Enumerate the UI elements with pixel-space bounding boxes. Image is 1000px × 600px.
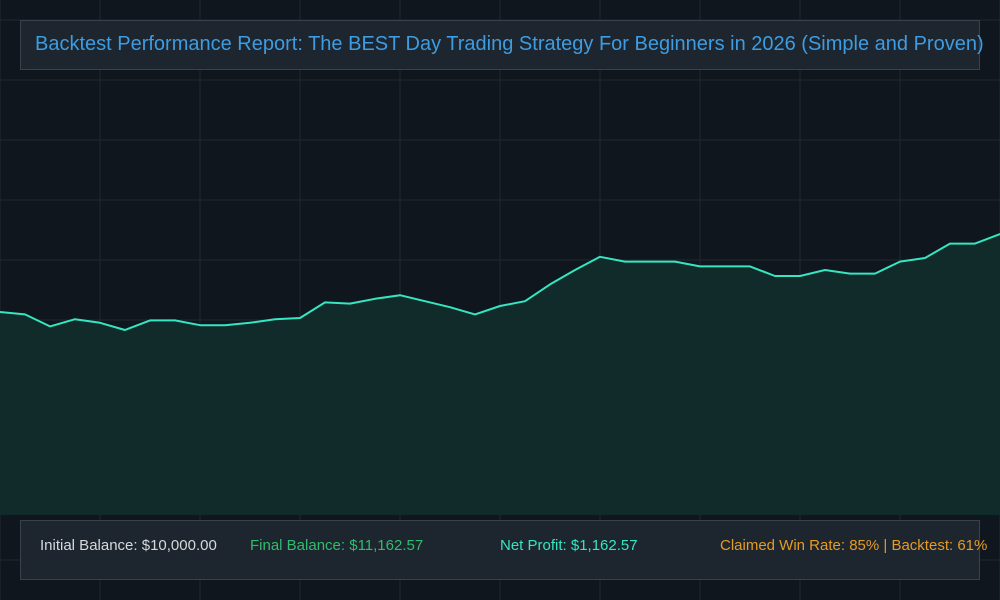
equity-point [274,318,276,321]
equity-point [374,298,376,300]
equity-point [474,313,476,316]
equity-point [99,322,101,324]
equity-point [924,257,926,259]
equity-point [899,260,901,263]
equity-point [249,322,251,324]
equity-point [674,260,676,263]
equity-point [974,242,976,245]
equity-point [599,255,601,258]
equity-point [149,319,151,322]
equity-area-group [0,234,1000,515]
initial-balance-stat: Initial Balance: $10,000.00 [40,537,217,554]
equity-point [799,275,801,277]
equity-point [724,265,726,268]
equity-area [0,234,1000,515]
equity-point [324,301,326,304]
equity-point [649,260,651,263]
equity-point [399,294,401,297]
equity-point [499,305,501,307]
equity-point [349,302,351,305]
stats-panel: Initial Balance: $10,000.00 Final Balanc… [20,520,987,580]
equity-point [574,269,576,271]
equity-point [824,269,826,271]
equity-line-group [0,233,1000,331]
equity-point [949,242,951,245]
win-rate-stat: Claimed Win Rate: 85% | Backtest: 61% [720,537,988,554]
equity-point [624,260,626,263]
equity-point [74,318,76,321]
equity-point [299,317,301,319]
equity-point [124,329,126,331]
equity-point [449,306,451,309]
net-profit-stat: Net Profit: $1,162.57 [500,537,638,554]
equity-point [0,311,1,313]
title-panel: Backtest Performance Report: The BEST Da… [20,20,984,70]
equity-point [49,325,51,328]
equity-point [199,324,201,327]
page-title: Backtest Performance Report: The BEST Da… [35,33,984,55]
equity-point [849,272,851,275]
final-balance-stat: Final Balance: $11,162.57 [250,537,424,554]
equity-point [749,265,751,268]
equity-point [24,313,26,316]
equity-point [699,265,701,268]
equity-point [524,300,526,303]
equity-point [549,283,551,286]
equity-point [774,275,776,277]
equity-point [424,300,426,303]
equity-point [874,272,876,275]
equity-point [174,319,176,322]
equity-point [224,324,226,327]
